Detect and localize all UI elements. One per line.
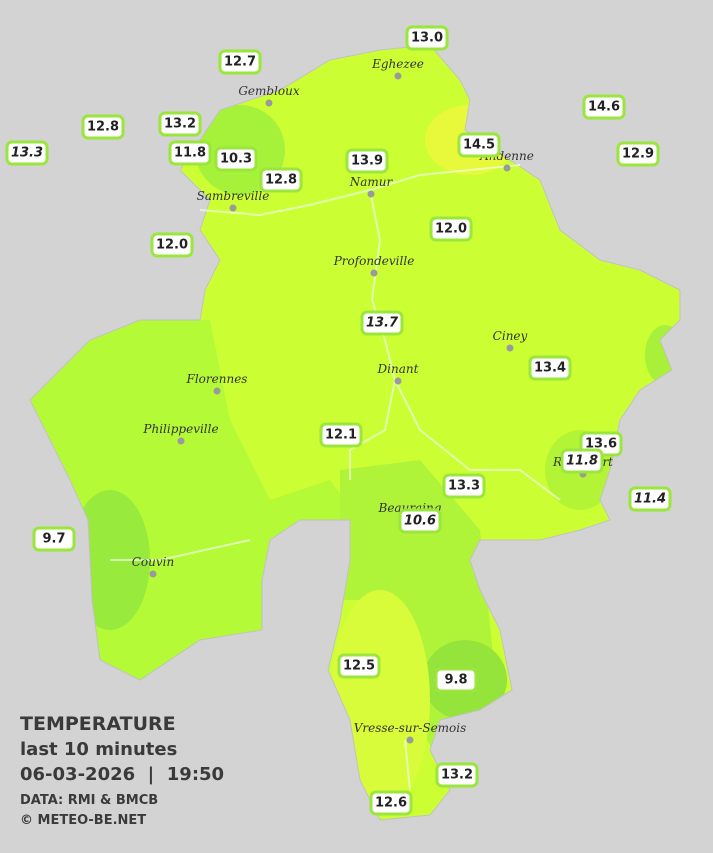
- city-dot: [394, 377, 402, 385]
- station-box: [259, 167, 303, 193]
- city-label: Gembloux: [238, 84, 300, 98]
- station-box: [405, 25, 449, 51]
- station-value: 11.8: [566, 454, 598, 469]
- rivers: [110, 164, 561, 791]
- station-value: 10.3: [220, 152, 252, 167]
- station-value: 12.5: [343, 659, 375, 674]
- station-box: [168, 140, 212, 166]
- city-dot: [177, 437, 185, 445]
- station-value: 13.7: [366, 316, 399, 331]
- station-box: [214, 146, 258, 172]
- station-box: [457, 132, 501, 158]
- legend-subtitle: last 10 minutes: [20, 739, 177, 760]
- station-value: 14.5: [463, 138, 495, 153]
- city-dot: [149, 570, 157, 578]
- station-value: 13.2: [441, 768, 473, 783]
- station-value: 13.4: [534, 361, 566, 376]
- station-value: 13.0: [411, 31, 443, 46]
- legend-source: DATA: RMI & BMCB: [20, 793, 158, 808]
- station-value: 13.6: [585, 437, 617, 452]
- station-box: [319, 422, 363, 448]
- station-value: 13.3: [11, 146, 43, 161]
- station-value: 9.8: [444, 673, 467, 688]
- legend-copyright: © METEO-BE.NET: [20, 813, 146, 828]
- station-value: 13.2: [164, 117, 196, 132]
- city-dot: [370, 269, 378, 277]
- city-dot: [367, 190, 375, 198]
- station-box: [81, 114, 125, 140]
- legend-title: TEMPERATURE: [20, 713, 176, 735]
- station-value: 12.7: [224, 55, 256, 70]
- station-box: [616, 141, 660, 167]
- station-box: [369, 790, 413, 816]
- station-value: 10.6: [404, 514, 436, 529]
- city-label: Ciney: [493, 329, 528, 343]
- station-box: [434, 667, 478, 693]
- city-dot: [406, 736, 414, 744]
- city-dot: [265, 99, 273, 107]
- station-box: [435, 762, 479, 788]
- station-box: [560, 448, 604, 474]
- station-value: 14.6: [588, 100, 620, 115]
- station-box: [32, 526, 76, 552]
- station-box: [528, 355, 572, 381]
- station-box: [218, 49, 262, 75]
- city-dot: [394, 72, 402, 80]
- city-label: Vresse-sur-Semois: [354, 721, 467, 735]
- station-value: 11.4: [634, 492, 666, 507]
- station-value: 12.0: [435, 222, 467, 237]
- station-value: 11.8: [174, 146, 206, 161]
- station-box: [150, 232, 194, 258]
- city-dot: [229, 204, 237, 212]
- station-box: [337, 653, 381, 679]
- station-value: 12.9: [622, 147, 654, 162]
- station-box: [582, 94, 626, 120]
- city-label: Profondeville: [333, 254, 415, 268]
- city-label: Philippeville: [142, 422, 218, 436]
- station-box: [360, 310, 404, 336]
- legend-timestamp: 06-03-2026 | 19:50: [20, 764, 224, 785]
- city-label: Florennes: [186, 372, 248, 386]
- station-value: 13.3: [448, 479, 480, 494]
- station-box: [398, 508, 442, 534]
- station-box: [429, 216, 473, 242]
- station-box: [158, 111, 202, 137]
- station-value: 12.0: [156, 238, 188, 253]
- city-label: Couvin: [132, 555, 174, 569]
- station-value: 9.7: [42, 532, 65, 547]
- station-value: 12.1: [325, 428, 357, 443]
- station-box: [442, 473, 486, 499]
- city-label: Sambreville: [197, 189, 270, 203]
- station-value: 13.9: [351, 154, 383, 169]
- city-label: Eghezee: [371, 57, 424, 71]
- station-value: 12.8: [265, 173, 297, 188]
- station-value: 12.8: [87, 120, 119, 135]
- station-box: [628, 486, 672, 512]
- city-label: Namur: [349, 175, 394, 189]
- city-dot: [213, 387, 221, 395]
- city-dot: [506, 344, 514, 352]
- station-value: 12.6: [375, 796, 407, 811]
- station-box: [345, 148, 389, 174]
- city-label: Dinant: [377, 362, 419, 376]
- city-dot: [503, 164, 511, 172]
- station-box: [5, 140, 49, 166]
